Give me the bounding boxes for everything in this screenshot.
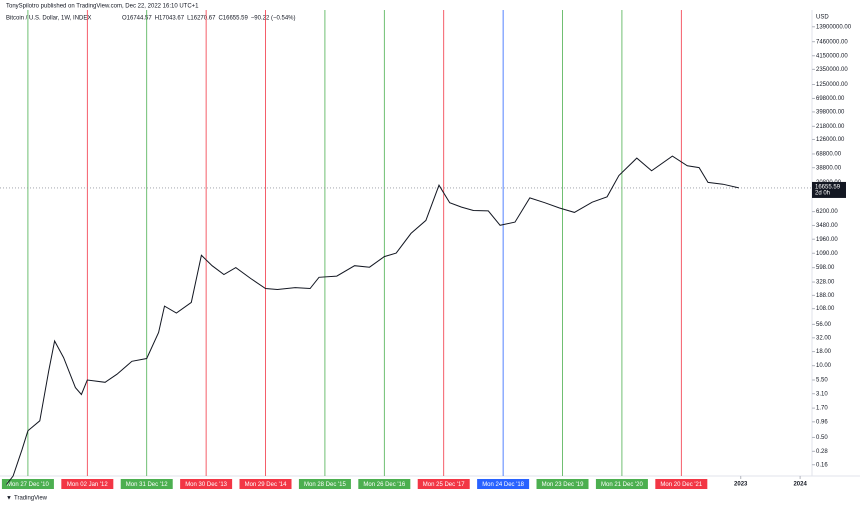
marker-label-bg <box>477 479 530 489</box>
price-line <box>6 155 740 485</box>
y-tick-label: 38800.00 <box>816 165 842 171</box>
marker-label-bg <box>417 479 470 489</box>
marker-label-bg <box>358 479 411 489</box>
marker-label: Mon 31 Dec '12 <box>126 482 168 488</box>
marker-label-bg <box>298 479 351 489</box>
y-tick-label: 698000.00 <box>816 96 845 102</box>
y-tick-label: 398000.00 <box>816 109 845 115</box>
publisher: TonySpilotro published on TradingView.co… <box>6 4 199 10</box>
brand-logo: ▼ <box>6 496 12 502</box>
brand-name: TradingView <box>14 496 48 502</box>
marker-label-bg <box>1 479 54 489</box>
marker-label-bg <box>120 479 173 489</box>
y-tick-label: 0.16 <box>816 462 828 468</box>
y-tick-label: 188.00 <box>816 293 835 299</box>
y-tick-label: 1090.00 <box>816 251 838 257</box>
y-tick-label: 328.00 <box>816 280 835 286</box>
y-tick-label: 0.28 <box>816 449 828 455</box>
y-tick-label: 18.00 <box>816 349 832 355</box>
y-tick-label: 6200.00 <box>816 209 838 215</box>
marker-label-bg <box>536 479 589 489</box>
y-tick-label: 10.00 <box>816 363 832 369</box>
marker-label: Mon 28 Dec '15 <box>304 482 346 488</box>
y-tick-label: 68800.00 <box>816 152 842 158</box>
marker-label: Mon 26 Dec '16 <box>363 482 405 488</box>
ohlc-value: C16655.59 <box>218 16 248 22</box>
last-price-bg <box>812 181 846 198</box>
y-tick-label: 3480.00 <box>816 223 838 229</box>
ohlc-value: −90.22 (−0.54%) <box>251 16 296 22</box>
marker-label-bg <box>239 479 292 489</box>
y-tick-label: 0.96 <box>816 419 828 425</box>
y-tick-label: 7460000.00 <box>816 39 848 45</box>
marker-label: Mon 30 Dec '13 <box>185 482 227 488</box>
countdown: 2d 0h <box>815 191 830 197</box>
last-price-label: 16655.59 <box>815 185 841 191</box>
marker-label: Mon 27 Dec '10 <box>7 482 49 488</box>
ohlc-value: O16744.57 <box>122 16 152 22</box>
y-tick-label: 218000.00 <box>816 124 845 130</box>
y-tick-label: 32.00 <box>816 335 832 341</box>
ohlc-value: H17043.67 <box>155 16 185 22</box>
y-tick-label: 1.70 <box>816 406 828 412</box>
ohlc-value: L16270.67 <box>187 16 216 22</box>
y-tick-label: 13900000.00 <box>816 24 852 30</box>
marker-label-bg <box>180 479 233 489</box>
marker-label: Mon 20 Dec '21 <box>660 482 702 488</box>
y-tick-label: 3.10 <box>816 391 828 397</box>
y-tick-label: 2350000.00 <box>816 67 848 73</box>
marker-label: Mon 29 Dec '14 <box>245 482 287 488</box>
y-tick-label: 126000.00 <box>816 137 845 143</box>
y-tick-label: 1250000.00 <box>816 82 848 88</box>
y-tick-label: 1960.00 <box>816 237 838 243</box>
marker-label-bg <box>61 479 114 489</box>
marker-label: Mon 23 Dec '19 <box>542 482 584 488</box>
y-tick-label: 56.00 <box>816 322 832 328</box>
y-tick-label: 598.00 <box>816 265 835 271</box>
y-tick-label: 0.50 <box>816 435 828 441</box>
x-tick-label: 2023 <box>734 482 748 488</box>
y-tick-label: 108.00 <box>816 306 835 312</box>
chart-title: Bitcoin / U.S. Dollar, 1W, INDEX <box>6 16 91 22</box>
y-tick-label: 4150000.00 <box>816 53 848 59</box>
marker-label: Mon 21 Dec '20 <box>601 482 643 488</box>
marker-label-bg <box>595 479 648 489</box>
marker-label: Mon 02 Jan '12 <box>67 482 109 488</box>
brand: ▼ TradingView <box>6 496 48 502</box>
marker-label-bg <box>655 479 708 489</box>
marker-label: Mon 25 Dec '17 <box>423 482 465 488</box>
marker-label: Mon 24 Dec '18 <box>482 482 524 488</box>
x-tick-label: 2024 <box>793 482 807 488</box>
y-tick-label: 5.50 <box>816 378 828 384</box>
y-unit: USD <box>816 15 829 21</box>
